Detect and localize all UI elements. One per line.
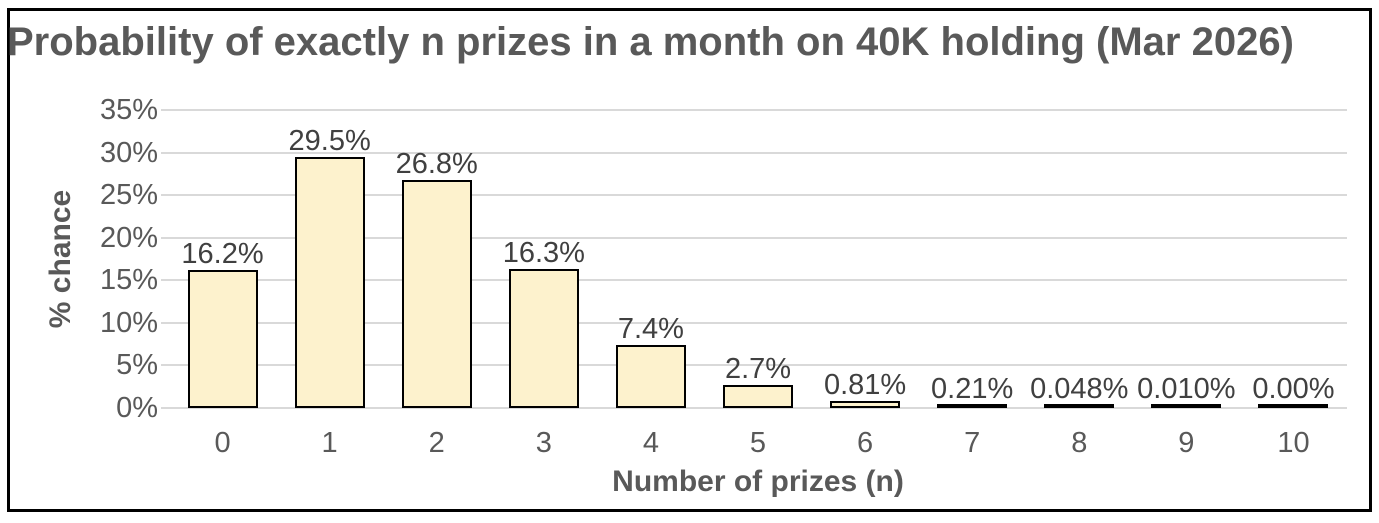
y-tick-label: 20%	[99, 221, 158, 254]
x-tick-label: 6	[857, 427, 874, 459]
y-tick-label: 0%	[116, 392, 158, 424]
chart-title: Probability of exactly n prizes in a mon…	[7, 20, 1294, 64]
gridline	[161, 321, 1347, 324]
bar-n9	[1151, 404, 1222, 408]
bar-n8	[1044, 404, 1115, 408]
y-tick-label: 10%	[99, 306, 158, 339]
y-tick-label: 5%	[116, 349, 158, 382]
gridline	[161, 236, 1347, 239]
bar-value-label: 0.00%	[1252, 373, 1335, 405]
gridline	[161, 194, 1347, 197]
bar-n1	[294, 157, 365, 408]
x-tick-label: 0	[214, 427, 231, 459]
bar-n4	[615, 345, 686, 408]
chart-frame	[7, 8, 1372, 512]
y-tick-label: 15%	[99, 264, 158, 297]
gridline	[161, 109, 1347, 111]
x-tick-label: 9	[1178, 427, 1195, 459]
x-tick-label: 8	[1071, 427, 1088, 459]
bar-value-label: 29.5%	[288, 125, 371, 157]
gridline	[161, 364, 1347, 367]
bar-n0	[187, 270, 258, 408]
y-tick-label: 30%	[99, 136, 158, 169]
bar-value-label: 0.010%	[1137, 373, 1236, 405]
x-tick-label: 10	[1277, 427, 1310, 459]
bar-n10	[1258, 404, 1329, 408]
bar-n5	[723, 385, 793, 408]
y-tick-label: 25%	[99, 179, 158, 212]
x-tick-label: 2	[428, 427, 445, 459]
bar-value-label: 0.048%	[1030, 373, 1129, 405]
y-tick-label: 35%	[99, 94, 158, 126]
plot-area	[161, 109, 1347, 409]
bar-value-label: 16.3%	[502, 237, 585, 269]
bar-value-label: 0.21%	[931, 373, 1014, 405]
bar-n3	[508, 269, 579, 408]
x-tick-label: 7	[964, 427, 981, 459]
x-axis-title: Number of prizes (n)	[612, 465, 904, 498]
gridline	[161, 407, 1347, 409]
bar-n6	[830, 401, 901, 408]
bar-n2	[401, 180, 472, 408]
bar-n7	[937, 404, 1008, 408]
x-tick-label: 1	[321, 427, 338, 459]
bar-value-label: 2.7%	[724, 353, 792, 385]
bar-value-label: 26.8%	[395, 148, 478, 180]
bar-value-label: 0.81%	[823, 369, 907, 401]
x-tick-label: 4	[642, 427, 659, 459]
gridline	[161, 279, 1347, 282]
bar-value-label: 7.4%	[617, 313, 684, 345]
x-tick-label: 3	[535, 427, 552, 459]
x-tick-label: 5	[749, 427, 767, 459]
bar-value-label: 16.2%	[181, 238, 264, 270]
gridline	[161, 151, 1347, 154]
